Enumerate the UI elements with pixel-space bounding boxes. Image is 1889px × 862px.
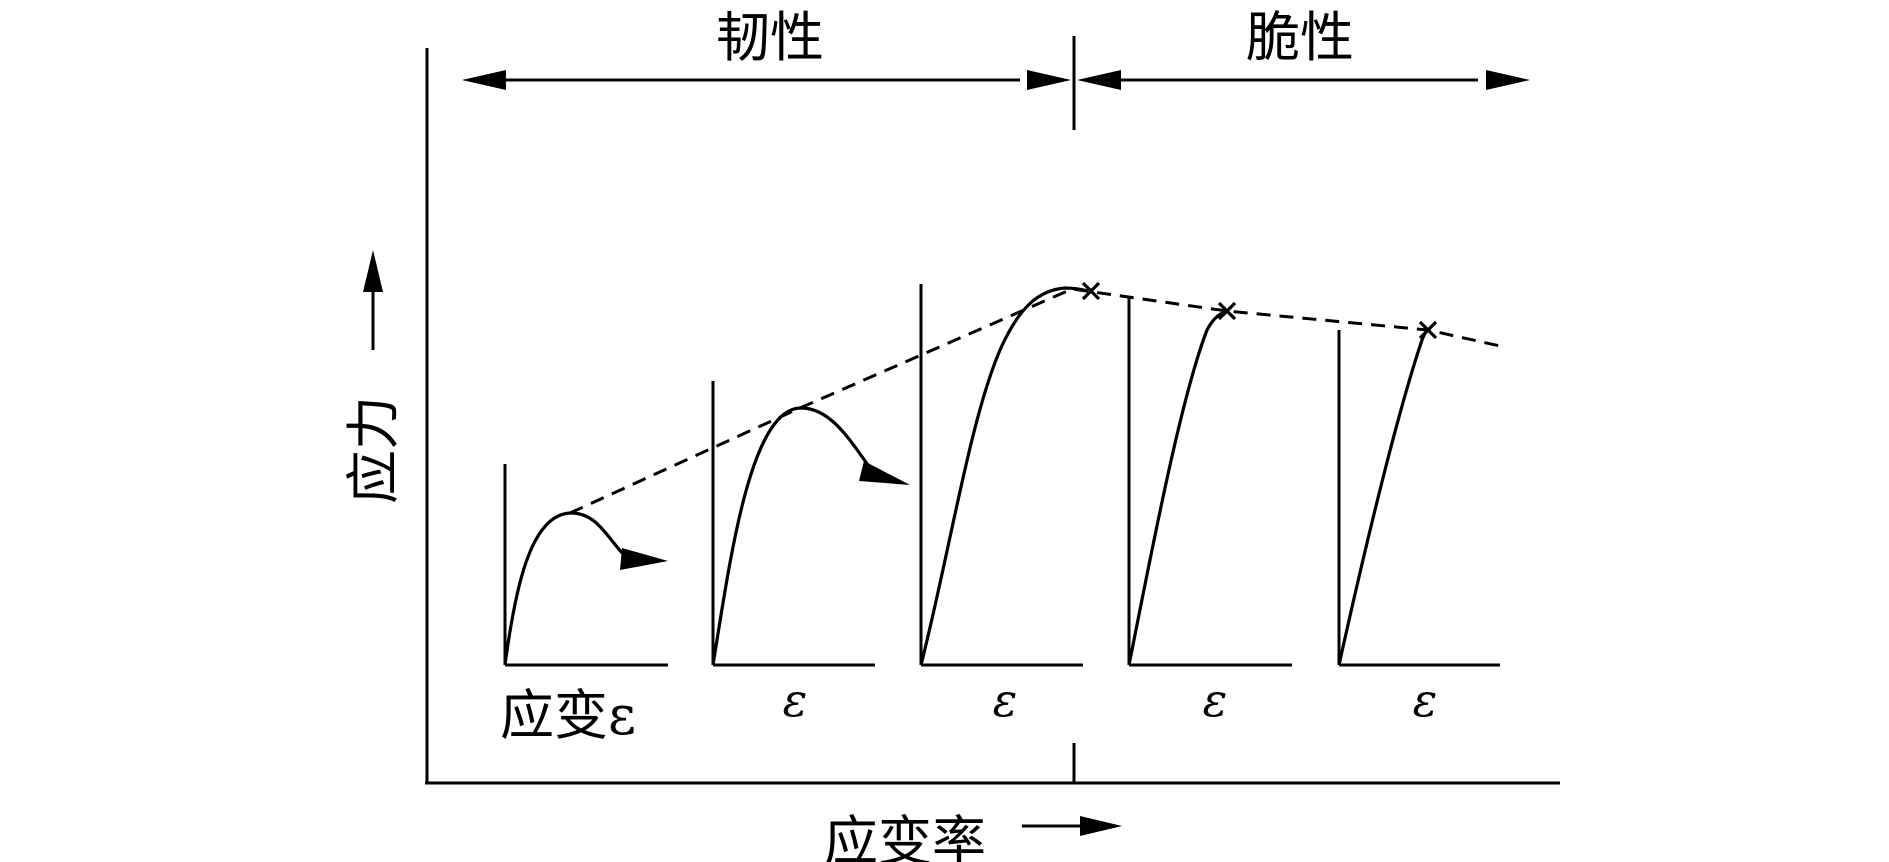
panel-4-strain-label: ε — [1203, 673, 1228, 727]
panel-5-strain-label: ε — [1413, 673, 1438, 727]
brittle-arrow-right — [1486, 70, 1530, 90]
panel-1-flow-arrow-head — [620, 548, 668, 570]
panel-4-failure-mark — [1217, 301, 1237, 321]
ductile-arrow-right — [1027, 70, 1071, 90]
y-axis-arrow-head — [363, 250, 383, 292]
panel-2-strain-label: ε — [783, 673, 808, 727]
panel-5: ε — [1337, 320, 1500, 727]
panel-1-strain-label: 应变ε — [500, 684, 636, 747]
panel-4-curve — [1127, 309, 1228, 666]
brittle-arrow-left — [1077, 70, 1121, 90]
peak-stress-envelope — [569, 287, 1501, 515]
panel-3-strain-label: ε — [993, 673, 1018, 727]
x-axis-label: 应变率 — [824, 810, 986, 862]
panel-1-curve — [503, 511, 631, 666]
ductile-arrow-left — [462, 70, 506, 90]
panel-2-curve — [711, 406, 872, 666]
panel-3-failure-mark — [1081, 281, 1101, 301]
x-axis-arrow-head — [1080, 816, 1122, 836]
panel-5-curve — [1337, 328, 1430, 666]
panel-4: ε — [1127, 298, 1292, 727]
ductile-label: 韧性 — [716, 6, 824, 69]
brittle-label: 脆性 — [1246, 6, 1354, 69]
panel-2-flow-arrow-head — [859, 461, 910, 485]
y-axis-label: 应力 — [342, 396, 405, 504]
panel-1: 应变ε — [500, 464, 668, 747]
panel-3: ε — [919, 281, 1101, 727]
panel-3-curve — [919, 286, 1089, 666]
